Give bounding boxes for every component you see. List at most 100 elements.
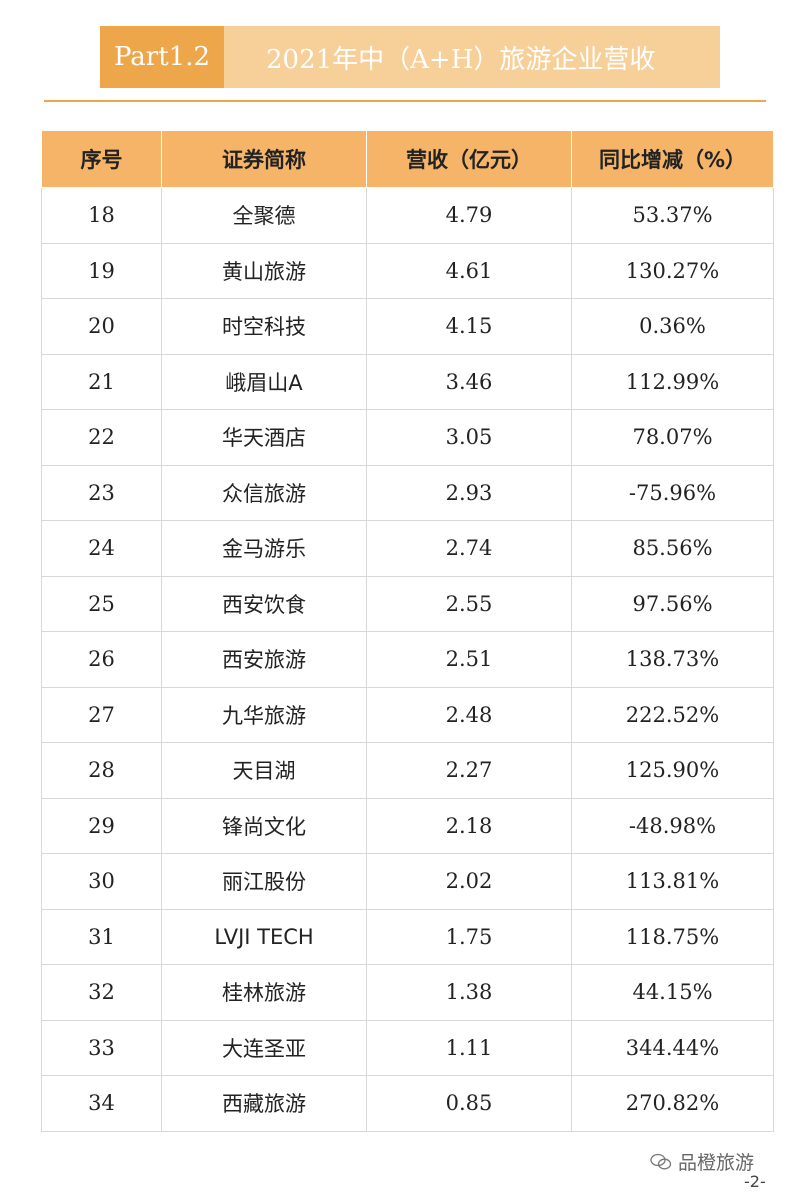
table-row: 27 九华旅游 2.48 222.52% [41, 686, 774, 743]
cell-revenue: 2.18 [366, 797, 572, 854]
cell-rank: 19 [41, 242, 162, 299]
cell-rank: 21 [41, 353, 162, 410]
cell-revenue: 1.75 [366, 908, 572, 965]
cell-revenue: 2.93 [366, 464, 572, 521]
header-rank: 序号 [41, 130, 162, 188]
cell-change: 78.07% [571, 409, 774, 466]
cell-change: 85.56% [571, 520, 774, 577]
cell-name: 天目湖 [161, 742, 367, 799]
header-change: 同比增减（%） [571, 130, 774, 188]
table-row: 19 黄山旅游 4.61 130.27% [41, 242, 774, 299]
cell-revenue: 4.79 [366, 187, 572, 244]
cell-revenue: 4.15 [366, 298, 572, 355]
cell-change: 344.44% [571, 1019, 774, 1076]
cell-change: 97.56% [571, 575, 774, 632]
table-row: 33 大连圣亚 1.11 344.44% [41, 1019, 774, 1076]
section-banner: Part1.2 2021年中（A+H）旅游企业营收 [100, 26, 720, 88]
cell-name: LVJI TECH [161, 908, 367, 965]
cell-revenue: 2.74 [366, 520, 572, 577]
cell-rank: 34 [41, 1075, 162, 1132]
cell-rank: 20 [41, 298, 162, 355]
cell-rank: 18 [41, 187, 162, 244]
section-title: 2021年中（A+H）旅游企业营收 [224, 26, 720, 88]
divider [44, 100, 766, 102]
cell-rank: 32 [41, 964, 162, 1021]
cell-name: 时空科技 [161, 298, 367, 355]
cell-change: 222.52% [571, 686, 774, 743]
table-row: 32 桂林旅游 1.38 44.15% [41, 964, 774, 1021]
table-row: 22 华天酒店 3.05 78.07% [41, 409, 774, 466]
cell-rank: 24 [41, 520, 162, 577]
cell-revenue: 2.48 [366, 686, 572, 743]
table-row: 23 众信旅游 2.93 -75.96% [41, 464, 774, 521]
cell-name: 全聚德 [161, 187, 367, 244]
cell-revenue: 2.55 [366, 575, 572, 632]
cell-name: 黄山旅游 [161, 242, 367, 299]
cell-change: 53.37% [571, 187, 774, 244]
cell-change: 0.36% [571, 298, 774, 355]
table-row: 24 金马游乐 2.74 85.56% [41, 520, 774, 577]
cell-name: 西安旅游 [161, 631, 367, 688]
table-row: 18 全聚德 4.79 53.37% [41, 187, 774, 244]
cell-revenue: 2.02 [366, 853, 572, 910]
wechat-icon [650, 1153, 672, 1169]
cell-change: -75.96% [571, 464, 774, 521]
page-number: -2- [744, 1172, 766, 1191]
cell-rank: 23 [41, 464, 162, 521]
cell-rank: 31 [41, 908, 162, 965]
table-row: 34 西藏旅游 0.85 270.82% [41, 1075, 774, 1132]
cell-name: 大连圣亚 [161, 1019, 367, 1076]
cell-change: 138.73% [571, 631, 774, 688]
cell-change: 125.90% [571, 742, 774, 799]
cell-revenue: 0.85 [366, 1075, 572, 1132]
table-row: 31 LVJI TECH 1.75 118.75% [41, 908, 774, 965]
cell-rank: 33 [41, 1019, 162, 1076]
revenue-table: 序号 证券简称 营收（亿元） 同比增减（%） 18 全聚德 4.79 53.37% 19… [41, 130, 774, 1132]
cell-rank: 26 [41, 631, 162, 688]
part-label: Part1.2 [100, 26, 224, 88]
table-row: 25 西安饮食 2.55 97.56% [41, 575, 774, 632]
cell-name: 丽江股份 [161, 853, 367, 910]
cell-name: 众信旅游 [161, 464, 367, 521]
header-name: 证券简称 [161, 130, 367, 188]
cell-name: 西安饮食 [161, 575, 367, 632]
table-body: 18 全聚德 4.79 53.37% 19 黄山旅游 4.61 130.27% 20 时空科技 4.… [41, 187, 774, 1132]
cell-revenue: 1.38 [366, 964, 572, 1021]
cell-name: 九华旅游 [161, 686, 367, 743]
cell-change: 113.81% [571, 853, 774, 910]
cell-change: -48.98% [571, 797, 774, 854]
table-row: 20 时空科技 4.15 0.36% [41, 298, 774, 355]
cell-rank: 28 [41, 742, 162, 799]
cell-rank: 25 [41, 575, 162, 632]
cell-rank: 22 [41, 409, 162, 466]
cell-change: 112.99% [571, 353, 774, 410]
cell-revenue: 4.61 [366, 242, 572, 299]
cell-name: 锋尚文化 [161, 797, 367, 854]
cell-name: 华天酒店 [161, 409, 367, 466]
cell-revenue: 1.11 [366, 1019, 572, 1076]
cell-revenue: 2.51 [366, 631, 572, 688]
cell-revenue: 2.27 [366, 742, 572, 799]
cell-name: 西藏旅游 [161, 1075, 367, 1132]
cell-name: 峨眉山A [161, 353, 367, 410]
cell-change: 44.15% [571, 964, 774, 1021]
table-row: 26 西安旅游 2.51 138.73% [41, 631, 774, 688]
table-row: 28 天目湖 2.27 125.90% [41, 742, 774, 799]
cell-rank: 29 [41, 797, 162, 854]
cell-name: 金马游乐 [161, 520, 367, 577]
table-row: 29 锋尚文化 2.18 -48.98% [41, 797, 774, 854]
table-row: 30 丽江股份 2.02 113.81% [41, 853, 774, 910]
table-row: 21 峨眉山A 3.46 112.99% [41, 353, 774, 410]
cell-revenue: 3.46 [366, 353, 572, 410]
cell-revenue: 3.05 [366, 409, 572, 466]
cell-rank: 30 [41, 853, 162, 910]
cell-change: 270.82% [571, 1075, 774, 1132]
cell-change: 130.27% [571, 242, 774, 299]
watermark: 品橙旅游 [650, 1148, 754, 1175]
table-header-row: 序号 证券简称 营收（亿元） 同比增减（%） [41, 130, 774, 188]
header-revenue: 营收（亿元） [366, 130, 572, 188]
cell-change: 118.75% [571, 908, 774, 965]
cell-rank: 27 [41, 686, 162, 743]
cell-name: 桂林旅游 [161, 964, 367, 1021]
watermark-text: 品橙旅游 [678, 1152, 755, 1174]
